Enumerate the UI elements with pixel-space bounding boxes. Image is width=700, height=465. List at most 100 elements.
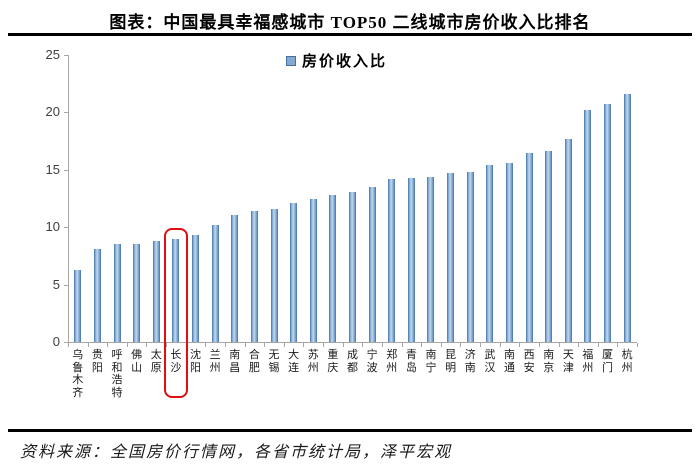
y-tick-label: 0 bbox=[52, 334, 60, 349]
bar bbox=[604, 104, 612, 342]
x-tick bbox=[87, 343, 89, 347]
x-tick bbox=[597, 343, 599, 347]
bar bbox=[623, 94, 631, 342]
bar bbox=[133, 244, 141, 342]
bar bbox=[466, 172, 474, 342]
x-tick bbox=[224, 343, 226, 347]
bar bbox=[211, 224, 219, 342]
x-tick bbox=[637, 343, 638, 347]
bar bbox=[584, 110, 592, 342]
bar bbox=[329, 195, 337, 342]
bar bbox=[172, 238, 180, 342]
x-axis-label: 南通 bbox=[503, 349, 515, 374]
x-axis-label: 南昌 bbox=[229, 349, 241, 374]
bar bbox=[388, 178, 396, 342]
x-axis-label: 杭州 bbox=[621, 349, 633, 374]
x-axis bbox=[68, 342, 637, 343]
x-tick bbox=[323, 343, 325, 347]
x-tick bbox=[381, 343, 383, 347]
bar bbox=[290, 203, 298, 342]
x-tick bbox=[362, 343, 364, 347]
x-axis-label: 佛山 bbox=[131, 349, 143, 374]
x-tick bbox=[126, 343, 128, 347]
y-tick-label: 20 bbox=[45, 104, 60, 120]
footer-divider bbox=[8, 429, 692, 432]
x-tick bbox=[68, 343, 69, 347]
x-axis-label: 太原 bbox=[150, 349, 162, 374]
x-tick bbox=[264, 343, 266, 347]
x-axis-label: 成都 bbox=[346, 349, 358, 374]
x-tick bbox=[499, 343, 501, 347]
bar bbox=[349, 191, 356, 342]
bar bbox=[505, 162, 513, 342]
x-axis-label: 大连 bbox=[288, 349, 300, 374]
x-tick bbox=[460, 343, 462, 347]
legend-label: 房价收入比 bbox=[302, 54, 388, 70]
x-tick bbox=[401, 343, 403, 347]
x-axis-label: 济南 bbox=[464, 349, 476, 374]
bar bbox=[525, 152, 533, 342]
source-note: 资料来源：全国房价行情网，各省市统计局，泽平宏观 bbox=[20, 444, 453, 461]
plot-area: 0 5 10 15 20 25 乌鲁木齐贵阳呼和浩特佛山太原长沙沈阳兰州南昌合肥无锡大连苏州… bbox=[45, 47, 638, 399]
x-tick bbox=[519, 343, 521, 347]
highlight-box bbox=[163, 227, 188, 398]
y-tick-label: 10 bbox=[45, 219, 60, 235]
x-axis-label: 西安 bbox=[523, 349, 535, 374]
title-divider bbox=[8, 33, 692, 36]
x-axis-label: 厦门 bbox=[602, 349, 614, 374]
x-axis-label: 长沙 bbox=[170, 349, 182, 374]
bar bbox=[152, 240, 160, 342]
x-tick bbox=[421, 343, 423, 347]
x-tick bbox=[146, 343, 148, 347]
x-axis-label: 乌鲁木齐 bbox=[72, 349, 84, 399]
x-tick bbox=[342, 343, 344, 347]
x-axis-label: 贵阳 bbox=[91, 349, 103, 374]
x-axis-label: 宁波 bbox=[366, 349, 378, 374]
x-tick bbox=[205, 343, 207, 347]
bar bbox=[231, 214, 239, 342]
x-axis-label: 天津 bbox=[562, 349, 574, 374]
x-axis-label: 南京 bbox=[543, 349, 555, 374]
x-axis-label: 武汉 bbox=[484, 349, 496, 374]
x-axis-label: 苏州 bbox=[307, 349, 319, 374]
y-tick bbox=[64, 112, 68, 114]
legend-swatch-icon bbox=[286, 55, 296, 66]
x-tick bbox=[107, 343, 109, 347]
chart-title: 图表：中国最具幸福感城市 TOP50 二线城市房价收入比排名 bbox=[109, 13, 591, 32]
x-axis-label: 合肥 bbox=[248, 349, 260, 374]
y-tick bbox=[64, 284, 68, 286]
y-axis bbox=[68, 55, 69, 342]
x-tick bbox=[617, 343, 619, 347]
x-tick bbox=[166, 343, 168, 347]
x-tick bbox=[303, 343, 305, 347]
y-tick-label: 15 bbox=[45, 161, 60, 177]
y-tick bbox=[64, 55, 68, 56]
y-tick-label: 25 bbox=[45, 47, 60, 62]
bar bbox=[368, 187, 376, 342]
x-tick bbox=[244, 343, 246, 347]
x-tick bbox=[578, 343, 580, 347]
y-tick-label: 5 bbox=[52, 276, 60, 292]
bar bbox=[447, 173, 455, 342]
x-axis-label: 呼和浩特 bbox=[111, 349, 123, 399]
bar bbox=[270, 208, 278, 342]
bar bbox=[250, 211, 258, 342]
bar bbox=[545, 151, 553, 342]
chart-legend: 房价收入比 bbox=[286, 50, 387, 71]
y-tick bbox=[64, 342, 68, 343]
x-axis-label: 福州 bbox=[582, 349, 594, 374]
bar bbox=[192, 235, 200, 342]
bar bbox=[74, 269, 82, 342]
y-tick bbox=[64, 227, 68, 229]
bar bbox=[486, 165, 494, 342]
x-axis-label: 南宁 bbox=[425, 349, 437, 374]
x-tick bbox=[440, 343, 442, 347]
x-tick bbox=[558, 343, 560, 347]
x-axis-label: 重庆 bbox=[327, 349, 339, 374]
x-tick bbox=[480, 343, 482, 347]
x-tick bbox=[538, 343, 540, 347]
bar bbox=[113, 244, 121, 342]
bar bbox=[407, 177, 415, 342]
x-axis-label: 沈阳 bbox=[190, 349, 202, 374]
